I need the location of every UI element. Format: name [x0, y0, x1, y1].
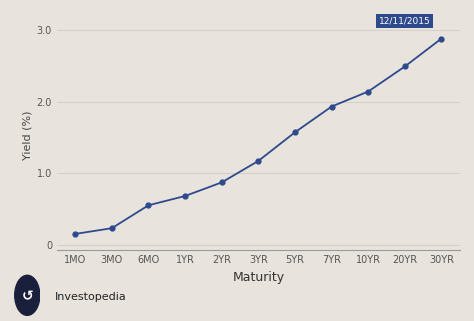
- Text: 12/11/2015: 12/11/2015: [379, 17, 430, 26]
- Circle shape: [15, 275, 40, 315]
- Y-axis label: Yield (%): Yield (%): [22, 110, 33, 160]
- Text: Investopedia: Investopedia: [55, 292, 126, 302]
- X-axis label: Maturity: Maturity: [232, 271, 284, 284]
- Text: ↺: ↺: [21, 289, 33, 303]
